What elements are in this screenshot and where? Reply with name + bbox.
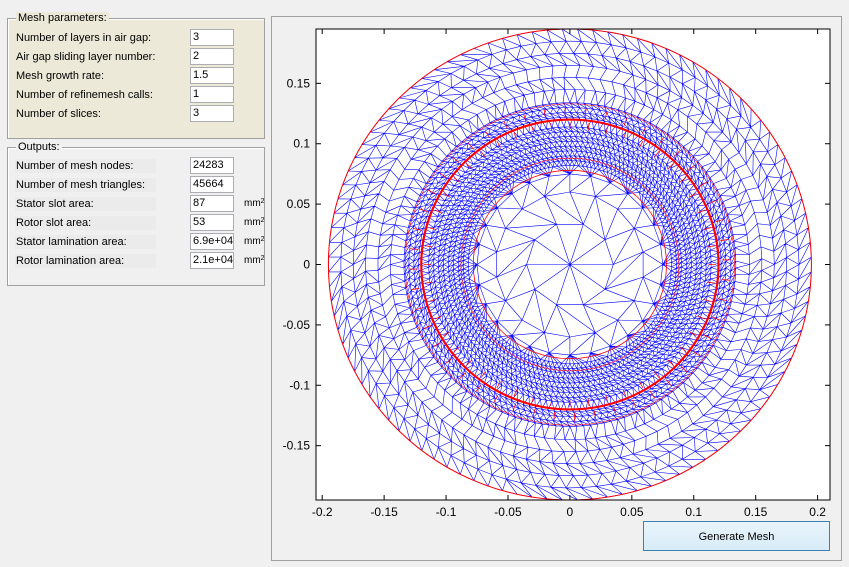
y-tick-label: 0.05 bbox=[287, 197, 311, 211]
mesh-parameters-title: Mesh parameters: bbox=[16, 12, 109, 25]
y-tick-label: -0.15 bbox=[283, 439, 311, 453]
unit-label: mm2 bbox=[244, 255, 265, 266]
unit-label: mm2 bbox=[244, 217, 265, 228]
mesh-nodes-field[interactable]: 24283 bbox=[190, 157, 234, 174]
param-label: Number of slices: bbox=[15, 107, 156, 121]
outputs-title: Outputs: bbox=[16, 141, 62, 154]
output-row-rotor-lamination: Rotor lamination area: 2.1e+04 mm2 bbox=[15, 252, 265, 270]
generate-mesh-button[interactable]: Generate Mesh bbox=[643, 521, 830, 551]
param-label: Mesh growth rate: bbox=[15, 69, 156, 83]
param-row-layers: Number of layers in air gap: 3 bbox=[15, 29, 260, 47]
slot-boundaries bbox=[408, 107, 731, 422]
airgap-boundary bbox=[420, 118, 720, 411]
stator-slot-boundary bbox=[404, 103, 735, 426]
y-tick-label: 0 bbox=[303, 258, 310, 272]
y-tick-label: -0.1 bbox=[289, 378, 310, 392]
x-tick-label: -0.1 bbox=[436, 505, 457, 519]
y-tick-label: 0.15 bbox=[287, 76, 311, 90]
output-label: Rotor slot area: bbox=[15, 216, 156, 230]
param-row-growth-rate: Mesh growth rate: 1.5 bbox=[15, 67, 260, 85]
output-row-triangles: Number of mesh triangles: 45664 bbox=[15, 176, 260, 194]
outer-boundary bbox=[327, 29, 812, 500]
mesh-growth-rate-input[interactable]: 1.5 bbox=[190, 67, 234, 84]
unit-label: mm2 bbox=[244, 236, 265, 247]
param-label: Number of refinemesh calls: bbox=[15, 88, 156, 102]
rotor-slot-boundary bbox=[460, 157, 680, 372]
output-label: Number of mesh nodes: bbox=[15, 159, 156, 173]
slices-input[interactable]: 3 bbox=[190, 105, 234, 122]
param-label: Number of layers in air gap: bbox=[15, 31, 156, 45]
y-tick-label: -0.05 bbox=[283, 318, 311, 332]
x-tick-label: -0.05 bbox=[494, 505, 522, 519]
layers-in-air-gap-input[interactable]: 3 bbox=[190, 29, 234, 46]
mesh-triangles-field[interactable]: 45664 bbox=[190, 176, 234, 193]
mesh-edges bbox=[328, 29, 812, 500]
output-label: Stator lamination area: bbox=[15, 235, 156, 249]
output-row-nodes: Number of mesh nodes: 24283 bbox=[15, 157, 260, 175]
x-tick-label: 0.15 bbox=[744, 505, 768, 519]
y-tick-label: 0.1 bbox=[293, 137, 310, 151]
stator-slot-area-field[interactable]: 87 bbox=[190, 195, 234, 212]
param-row-slices: Number of slices: 3 bbox=[15, 105, 260, 123]
output-label: Stator slot area: bbox=[15, 197, 156, 211]
mesh-parameters-panel: Mesh parameters: Number of layers in air… bbox=[7, 12, 265, 139]
output-row-stator-lamination: Stator lamination area: 6.9e+04 mm2 bbox=[15, 233, 265, 251]
refinemesh-calls-input[interactable]: 1 bbox=[190, 86, 234, 103]
unit-label: mm2 bbox=[244, 198, 265, 209]
sliding-layer-number-input[interactable]: 2 bbox=[190, 48, 234, 65]
boundary-lines bbox=[327, 29, 812, 500]
rotor-lamination-area-field[interactable]: 2.1e+04 bbox=[190, 252, 234, 269]
param-label: Air gap sliding layer number: bbox=[15, 50, 156, 64]
param-row-sliding-layer: Air gap sliding layer number: 2 bbox=[15, 48, 260, 66]
output-label: Number of mesh triangles: bbox=[15, 178, 156, 192]
outputs-panel: Outputs: Number of mesh nodes: 24283 Num… bbox=[7, 141, 265, 286]
x-tick-label: -0.15 bbox=[370, 505, 398, 519]
axis-ticks: -0.2 -0.15 -0.1 -0.05 0 0.05 0.1 0.15 0.2 0.15 0.1… bbox=[283, 29, 830, 519]
param-row-refinemesh: Number of refinemesh calls: 1 bbox=[15, 86, 260, 104]
output-row-stator-slot: Stator slot area: 87 mm2 bbox=[15, 195, 265, 213]
output-row-rotor-slot: Rotor slot area: 53 mm2 bbox=[15, 214, 265, 232]
mesh-triangles bbox=[328, 29, 812, 500]
rotor-slot-area-field[interactable]: 53 bbox=[190, 214, 234, 231]
x-tick-label: -0.2 bbox=[312, 505, 333, 519]
x-tick-label: 0.2 bbox=[809, 505, 826, 519]
output-label: Rotor lamination area: bbox=[15, 254, 156, 268]
stator-lamination-area-field[interactable]: 6.9e+04 bbox=[190, 233, 234, 250]
x-tick-label: 0.1 bbox=[685, 505, 702, 519]
rotor-inner-boundary bbox=[472, 169, 667, 360]
x-tick-label: 0.05 bbox=[620, 505, 644, 519]
x-tick-label: 0 bbox=[567, 505, 574, 519]
